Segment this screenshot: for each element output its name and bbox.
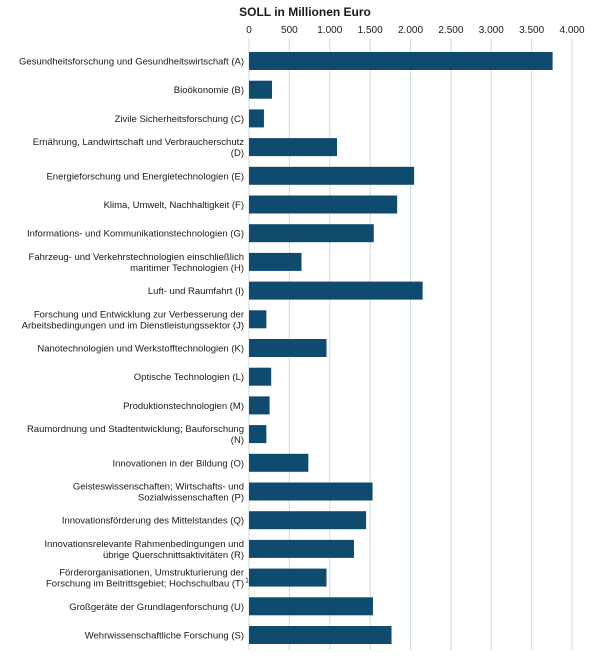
chart-title: SOLL in Millionen Euro <box>239 5 371 19</box>
category-label: Bioökonomie (B) <box>174 85 244 96</box>
bar <box>249 224 374 243</box>
category-label: Optische Technologien (L) <box>134 372 244 383</box>
category-label: Klima, Umwelt, Nachhaltigkeit (F) <box>104 200 244 211</box>
category-label: Geisteswissenschaften; Wirtschafts- und S… <box>73 482 244 504</box>
category-label: Innovationsförderung des Mittelstandes (… <box>62 516 244 527</box>
bar <box>249 281 423 300</box>
bar <box>249 626 392 644</box>
category-label: Informations- und Kommunikationstechnolo… <box>27 229 244 240</box>
bar <box>249 252 302 271</box>
category-label: Wehrwissenschaftliche Forschung (S) <box>85 631 244 642</box>
category-label: Forschung und Entwicklung zur Verbesseru… <box>22 309 244 331</box>
category-label: Zivile Sicherheitsforschung (C) <box>115 114 244 125</box>
bar <box>249 310 267 329</box>
bar <box>249 80 273 99</box>
category-label: Energieforschung und Energietechnologien… <box>46 171 244 182</box>
category-label: Gesundheitsforschung und Gesundheitswirt… <box>19 57 244 68</box>
bar <box>249 367 272 386</box>
category-label: Förderorganisationen, Umstrukturierung d… <box>46 568 244 590</box>
category-label: Luft- und Raumfahrt (I) <box>148 286 244 297</box>
category-label: Innovationen in der Bildung (O) <box>113 458 245 469</box>
bar <box>249 568 327 587</box>
x-tick-label: 3.000 <box>479 25 504 36</box>
bar <box>249 425 267 444</box>
bar <box>249 511 367 530</box>
bar <box>249 195 398 214</box>
bar <box>249 396 270 415</box>
footnote-marker: 1 <box>245 578 249 585</box>
x-tick-label: 1.500 <box>358 25 383 36</box>
category-label: Innovationsrelevante Rahmenbedingungen u… <box>44 539 244 561</box>
bar <box>249 453 309 472</box>
bar <box>249 539 354 558</box>
x-tick-label: 0 <box>246 25 252 36</box>
bar <box>249 597 373 616</box>
bar <box>249 138 338 157</box>
bar <box>249 339 327 357</box>
category-label: Nanotechnologien und Werkstofftechnologi… <box>37 344 244 355</box>
bar <box>249 109 264 128</box>
x-tick-label: 3.500 <box>519 25 544 36</box>
category-label: Raumordnung und Stadtentwicklung; Baufor… <box>27 424 244 446</box>
x-tick-label: 2.000 <box>398 25 423 36</box>
category-label: Großgeräte der Grundlagenforschung (U) <box>69 602 244 613</box>
x-tick-label: 500 <box>281 25 298 36</box>
bar <box>249 52 553 70</box>
bar <box>249 166 415 185</box>
bar <box>249 482 373 501</box>
category-label: Ernährung, Landwirtschaft und Verbrauche… <box>33 137 244 159</box>
x-tick-label: 1.000 <box>317 25 342 36</box>
category-label: Produktionstechnologien (M) <box>123 401 244 412</box>
category-label: Fahrzeug- und Verkehrstechnologien einsc… <box>29 252 244 274</box>
x-tick-label: 4.000 <box>559 25 584 36</box>
x-tick-label: 2.500 <box>438 25 463 36</box>
